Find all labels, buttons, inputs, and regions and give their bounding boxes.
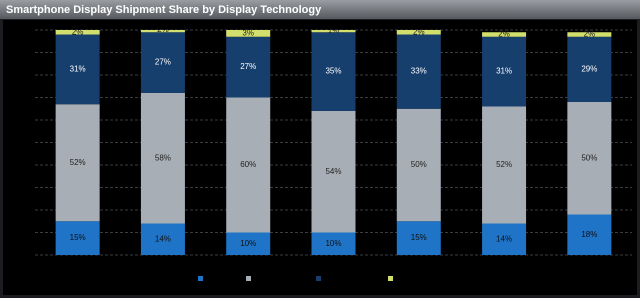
- bar-segment: [140, 32, 185, 93]
- bar-segment: [482, 32, 527, 37]
- bar-segment: [226, 36, 271, 98]
- value-label: 31%: [496, 67, 512, 76]
- value-label: 1%: [328, 26, 340, 35]
- bar-segment: [55, 104, 100, 222]
- value-label: 15%: [70, 233, 86, 242]
- bar-segment: [140, 30, 185, 33]
- bar-segment: [311, 232, 356, 255]
- value-label: 31%: [70, 64, 86, 73]
- bar-segment: [567, 214, 612, 255]
- value-label: 27%: [155, 58, 171, 67]
- bar-segment: [140, 223, 185, 255]
- value-label: 2%: [72, 27, 84, 36]
- bar-segment: [396, 34, 441, 109]
- bar-segment: [226, 232, 271, 255]
- value-label: 2%: [584, 30, 596, 39]
- bar-segment: [567, 32, 612, 37]
- value-label: 58%: [155, 153, 171, 162]
- value-label: 14%: [155, 234, 171, 243]
- legend-marker: [316, 276, 321, 281]
- bar-segment: [396, 108, 441, 222]
- chart-title: Smartphone Display Shipment Share by Dis…: [6, 4, 322, 16]
- value-label: 52%: [496, 160, 512, 169]
- bar-segment: [482, 36, 527, 107]
- value-label: 15%: [411, 233, 427, 242]
- value-label: 27%: [240, 62, 256, 71]
- bar-segment: [226, 30, 271, 37]
- bar-segment: [140, 93, 185, 224]
- value-label: 3%: [242, 28, 254, 37]
- bar-segment: [226, 97, 271, 233]
- value-label: 50%: [581, 153, 597, 162]
- bar-segment: [311, 32, 356, 111]
- value-label: 18%: [581, 230, 597, 239]
- value-label: 2%: [498, 30, 510, 39]
- value-label: 33%: [411, 67, 427, 76]
- value-label: 2%: [413, 27, 425, 36]
- legend-marker: [198, 276, 203, 281]
- bar-segment: [311, 30, 356, 33]
- value-label: 54%: [325, 167, 341, 176]
- value-label: 10%: [325, 239, 341, 248]
- bar-segment: [396, 221, 441, 255]
- bar-segment: [567, 36, 612, 102]
- value-label: 52%: [70, 158, 86, 167]
- bar-segment: [567, 102, 612, 215]
- value-label: 29%: [581, 64, 597, 73]
- value-label: 14%: [496, 234, 512, 243]
- legend-marker: [246, 276, 251, 281]
- legend-marker: [388, 276, 393, 281]
- bar-segment: [311, 111, 356, 233]
- value-label: 35%: [325, 67, 341, 76]
- bar-segment: [55, 221, 100, 255]
- value-label: 60%: [240, 160, 256, 169]
- bar-segment: [55, 34, 100, 105]
- title-bar: [0, 0, 640, 19]
- value-label: 10%: [240, 239, 256, 248]
- value-label: 2%: [157, 25, 169, 34]
- bar-segment: [55, 30, 100, 35]
- bar-segment: [482, 223, 527, 255]
- bar-segment: [482, 106, 527, 224]
- bar-segment: [396, 30, 441, 35]
- value-label: 50%: [411, 160, 427, 169]
